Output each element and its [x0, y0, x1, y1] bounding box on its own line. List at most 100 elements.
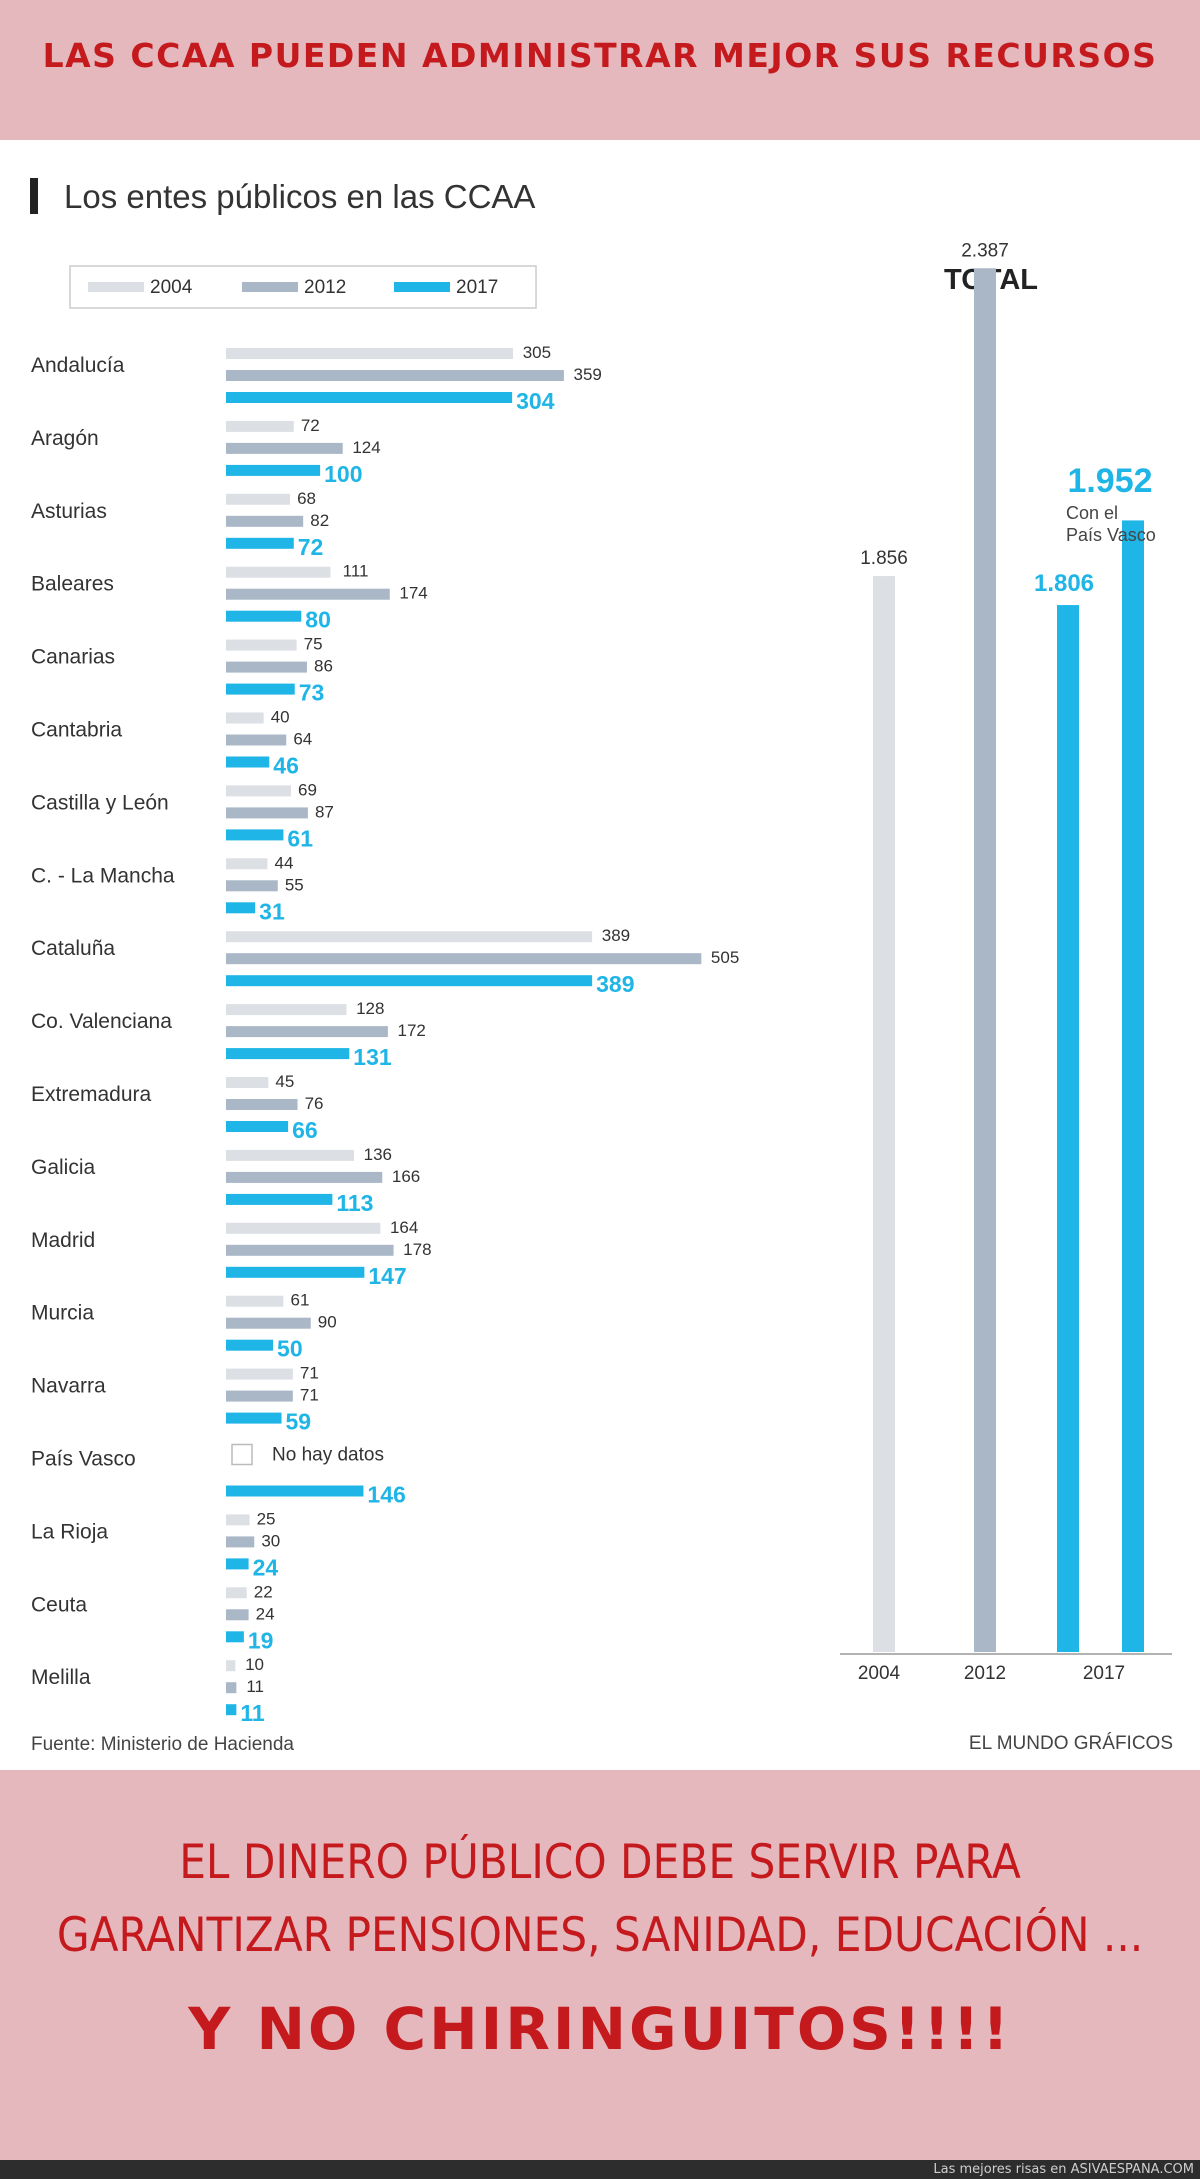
value-label-2017: 61	[287, 825, 313, 851]
total-value-label: 1.952	[1067, 462, 1152, 500]
bar-2004	[226, 1222, 381, 1234]
category-label: Cataluña	[31, 937, 115, 960]
bar-2004	[226, 931, 593, 943]
value-label-2017: 131	[353, 1044, 392, 1070]
bar-2012	[226, 1536, 255, 1548]
legend-label-2004: 2004	[150, 277, 193, 298]
bar-2017	[226, 683, 295, 695]
total-x-label: 2017	[1083, 1663, 1125, 1684]
value-label-2004: 389	[602, 926, 630, 945]
site-footer-strip	[0, 2160, 1200, 2179]
total-bar-2017	[1057, 605, 1079, 1652]
bar-2017	[226, 1193, 333, 1205]
bar-2017	[226, 1121, 289, 1132]
value-label-2017: 100	[324, 461, 362, 487]
legend-label-2017: 2017	[456, 277, 498, 298]
value-label-2017: 73	[299, 680, 325, 706]
category-label: Aragón	[31, 427, 99, 450]
bar-2012	[226, 1682, 237, 1694]
value-label-2017: 113	[336, 1190, 373, 1216]
bar-2017	[226, 537, 294, 549]
category-label: Baleares	[31, 573, 114, 596]
value-label-2017: 19	[248, 1627, 274, 1653]
bar-2017	[226, 1631, 244, 1643]
value-label-2012: 124	[352, 438, 380, 457]
total-bar-2017	[1122, 520, 1144, 1653]
bar-2004	[226, 420, 294, 432]
category-label: La Rioja	[31, 1520, 108, 1543]
category-label: Castilla y León	[31, 791, 169, 814]
total-x-label: 2004	[858, 1663, 901, 1684]
bar-2012	[226, 1317, 311, 1329]
title-marker	[30, 178, 38, 214]
legend-swatch-2017	[394, 282, 450, 292]
bar-2012	[226, 1026, 388, 1038]
bar-2012	[226, 807, 308, 819]
bar-2012	[226, 588, 390, 600]
value-label-2004: 61	[290, 1291, 309, 1310]
category-label: Galicia	[31, 1156, 96, 1179]
bar-2017	[226, 1048, 350, 1060]
bar-2017	[226, 1339, 274, 1351]
bar-2012	[226, 1390, 293, 1402]
bar-2017	[226, 464, 321, 476]
value-label-2017: 389	[596, 971, 634, 997]
category-label: Andalucía	[31, 354, 125, 377]
value-label-2017: 11	[240, 1700, 265, 1726]
bar-2017	[226, 1485, 364, 1497]
chart-title: Los entes públicos en las CCAA	[64, 178, 535, 215]
slogan-line-2: GARANTIZAR PENSIONES, SANIDAD, EDUCACIÓN…	[56, 1908, 1144, 1963]
bar-2017	[226, 1704, 237, 1716]
value-label-2004: 164	[390, 1218, 418, 1237]
value-label-2004: 111	[343, 562, 369, 581]
value-label-2004: 25	[257, 1509, 276, 1528]
category-label: Extremadura	[31, 1083, 152, 1106]
value-label-2004: 71	[300, 1364, 319, 1383]
bar-2004	[226, 1514, 250, 1526]
total-bar-2004	[873, 576, 895, 1652]
slogan-line-1: EL DINERO PÚBLICO DEBE SERVIR PARA	[179, 1835, 1021, 1890]
bar-2012	[226, 1099, 298, 1110]
category-label: Canarias	[31, 646, 115, 669]
category-label: C. - La Mancha	[31, 864, 175, 887]
category-label: Cantabria	[31, 719, 122, 742]
bar-2004	[226, 1077, 269, 1088]
value-label-2004: 69	[298, 780, 317, 799]
total-value-label: 1.856	[860, 548, 908, 569]
bar-2004	[226, 712, 264, 724]
no-data-label: No hay datos	[272, 1445, 384, 1466]
bar-2012	[226, 442, 343, 454]
value-label-2012: 166	[392, 1167, 420, 1186]
bar-2017	[226, 756, 270, 768]
total-value-label: 1.806	[1034, 570, 1094, 597]
value-label-2004: 305	[523, 343, 551, 362]
total-x-label: 2012	[964, 1663, 1006, 1684]
bar-2004	[226, 1587, 247, 1599]
value-label-2012: 64	[293, 730, 312, 749]
value-label-2012: 359	[574, 365, 602, 384]
value-label-2004: 136	[364, 1145, 392, 1164]
value-label-2012: 174	[399, 584, 427, 603]
value-label-2017: 80	[305, 607, 331, 633]
value-label-2017: 24	[253, 1554, 279, 1580]
value-label-2017: 31	[259, 898, 285, 924]
bar-2004	[226, 1295, 284, 1307]
value-label-2017: 59	[286, 1409, 312, 1435]
value-label-2012: 24	[256, 1604, 275, 1623]
value-label-2012: 30	[261, 1531, 280, 1550]
bar-2012	[226, 1609, 249, 1621]
value-label-2017: 66	[292, 1117, 318, 1143]
value-label-2012: 71	[300, 1386, 319, 1405]
total-value-label: 2.387	[961, 240, 1009, 261]
value-label-2012: 90	[318, 1313, 337, 1332]
value-label-2017: 50	[277, 1336, 303, 1362]
bar-2017	[226, 902, 256, 914]
bar-2012	[226, 1171, 383, 1183]
total-note: Con el País Vasco	[1066, 503, 1156, 545]
value-label-2004: 22	[254, 1582, 273, 1601]
value-label-2012: 55	[285, 875, 304, 894]
bar-2004	[226, 1660, 236, 1672]
value-label-2012: 178	[403, 1240, 431, 1259]
legend-box	[69, 265, 537, 309]
category-label: Co. Valenciana	[31, 1010, 172, 1033]
